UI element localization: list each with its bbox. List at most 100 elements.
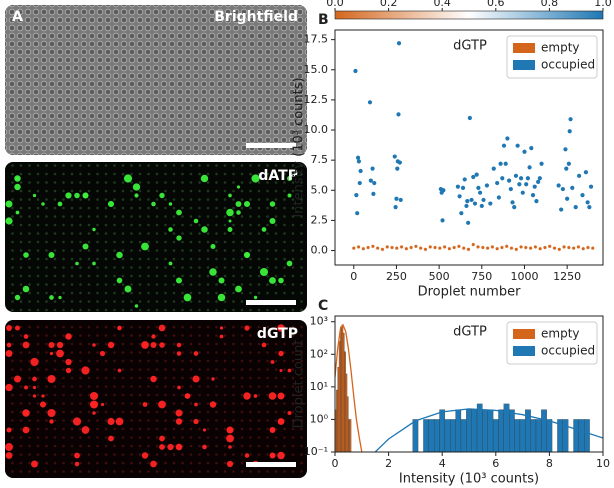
spot xyxy=(236,210,241,215)
scale-bar xyxy=(246,300,296,305)
histogram-bar xyxy=(535,419,542,452)
spot xyxy=(81,366,90,375)
data-point xyxy=(532,184,537,189)
data-point xyxy=(507,178,512,183)
scale-bar xyxy=(246,143,296,148)
colorbar-tick-label: 0.4 xyxy=(433,0,451,9)
spot xyxy=(184,393,191,399)
histogram-bar xyxy=(584,419,590,452)
data-point xyxy=(518,176,524,181)
spot xyxy=(287,193,292,198)
spot xyxy=(218,277,225,284)
data-point xyxy=(440,218,445,223)
spot xyxy=(159,342,165,348)
data-point xyxy=(484,183,490,188)
y-tick-label: 0.0 xyxy=(311,244,329,257)
legend-label: occupied xyxy=(541,58,595,72)
spot xyxy=(176,209,182,216)
data-point xyxy=(370,166,375,171)
spot xyxy=(194,402,198,407)
x-tick-label: 4 xyxy=(439,457,446,470)
histogram-bar xyxy=(423,419,429,452)
x-tick-label: 500 xyxy=(429,270,450,283)
spot xyxy=(270,360,275,364)
data-point xyxy=(512,205,517,210)
spot xyxy=(217,293,226,302)
data-point xyxy=(476,185,481,190)
spot xyxy=(142,342,148,348)
spot xyxy=(5,350,13,357)
histogram-bar xyxy=(439,409,446,452)
histogram-bar xyxy=(455,409,462,452)
spot xyxy=(253,394,258,398)
spot xyxy=(74,461,80,467)
data-point xyxy=(485,246,490,251)
spot xyxy=(150,460,157,468)
colorbar-tick-label: 0.2 xyxy=(380,0,398,9)
histogram-bar xyxy=(514,419,521,452)
brightfield-droplets xyxy=(5,5,307,155)
spot xyxy=(226,434,234,443)
histogram-bar xyxy=(450,419,456,452)
data-point xyxy=(409,245,414,250)
spot xyxy=(15,210,20,215)
data-point xyxy=(491,166,496,171)
data-point xyxy=(527,165,532,170)
y-tick-label: 10³ xyxy=(310,315,328,328)
spot xyxy=(286,260,293,267)
data-point xyxy=(505,136,510,141)
y-tick-label: 10⁻¹ xyxy=(304,445,328,458)
data-point xyxy=(481,197,486,203)
data-point xyxy=(501,143,507,148)
spot xyxy=(107,341,115,349)
data-point xyxy=(508,186,513,192)
data-point xyxy=(534,199,539,204)
spot xyxy=(150,342,157,348)
spot xyxy=(219,334,224,339)
data-point xyxy=(528,246,533,251)
data-point xyxy=(375,246,380,251)
spot xyxy=(269,201,276,207)
spot xyxy=(41,202,45,206)
x-tick-label: 250 xyxy=(386,270,407,283)
histogram-bar xyxy=(509,409,515,452)
data-point xyxy=(398,197,403,203)
data-point xyxy=(488,201,493,206)
data-point xyxy=(530,193,536,198)
histogram-bar xyxy=(336,389,338,452)
data-point xyxy=(495,180,500,186)
data-point xyxy=(452,245,457,250)
histogram-bar xyxy=(412,419,419,452)
spot xyxy=(251,174,260,183)
data-point xyxy=(587,205,592,210)
spot xyxy=(6,427,12,433)
spot xyxy=(159,444,165,450)
spot xyxy=(74,192,80,199)
data-point xyxy=(514,247,519,252)
spot xyxy=(151,334,156,339)
data-point xyxy=(466,220,471,225)
spot xyxy=(287,410,292,416)
spot xyxy=(39,401,47,408)
data-point xyxy=(562,244,567,249)
spot xyxy=(168,261,173,266)
datp-droplets xyxy=(5,162,307,312)
histogram-bar xyxy=(345,373,348,452)
spot xyxy=(117,325,122,331)
spot xyxy=(5,452,13,459)
x-tick-label: 10 xyxy=(596,457,610,470)
spot xyxy=(168,202,173,206)
x-tick-label: 8 xyxy=(546,457,553,470)
data-point xyxy=(524,182,529,187)
spot xyxy=(48,341,55,349)
histogram-bar xyxy=(348,419,350,452)
spot xyxy=(14,375,21,383)
x-tick-label: 750 xyxy=(471,270,492,283)
colorbar-tick-label: 0.0 xyxy=(326,0,344,9)
spot xyxy=(66,334,71,339)
data-point xyxy=(533,244,538,249)
colorbar-tick-label: 0.6 xyxy=(487,0,505,9)
data-point xyxy=(563,147,568,152)
spot xyxy=(117,368,122,373)
data-point xyxy=(556,183,561,188)
